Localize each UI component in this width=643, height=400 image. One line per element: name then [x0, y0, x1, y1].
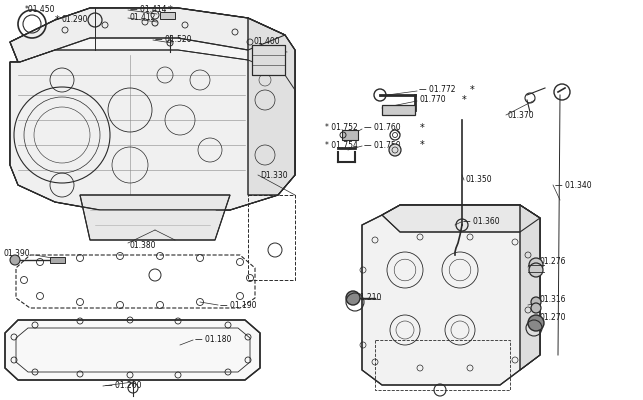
Text: * 01.754: * 01.754 [325, 140, 358, 150]
Text: — 01.760: — 01.760 [364, 124, 401, 132]
Text: D1.330: D1.330 [260, 170, 287, 180]
Text: — 01.340: — 01.340 [555, 180, 592, 190]
Text: — 01.772: — 01.772 [419, 86, 455, 94]
Text: 01.390: 01.390 [3, 248, 30, 258]
Text: 01.370: 01.370 [508, 110, 534, 120]
Polygon shape [252, 45, 285, 75]
Text: — 01.414: — 01.414 [130, 6, 167, 14]
Text: 01.290: 01.290 [62, 16, 89, 24]
Polygon shape [342, 130, 358, 140]
Polygon shape [382, 205, 540, 232]
Polygon shape [80, 195, 230, 240]
Circle shape [531, 297, 541, 307]
Text: 01.316: 01.316 [540, 296, 566, 304]
Polygon shape [382, 105, 415, 115]
Polygon shape [362, 205, 540, 385]
Text: — 01.180: — 01.180 [195, 336, 231, 344]
Polygon shape [5, 320, 260, 380]
Text: 01.770: 01.770 [419, 96, 446, 104]
Text: *01.450: *01.450 [25, 6, 55, 14]
Polygon shape [50, 257, 65, 263]
Text: *: * [462, 95, 467, 105]
Polygon shape [248, 18, 295, 195]
Text: — 01.360: — 01.360 [463, 218, 500, 226]
Circle shape [10, 255, 20, 265]
Circle shape [346, 291, 360, 305]
Circle shape [389, 144, 401, 156]
Text: *: * [168, 5, 173, 15]
Text: — 01.520: — 01.520 [155, 36, 192, 44]
Text: 01.270: 01.270 [540, 314, 566, 322]
Polygon shape [160, 12, 175, 19]
Text: 01.350: 01.350 [466, 176, 493, 184]
Text: * 01.752: * 01.752 [325, 124, 358, 132]
Text: *: * [420, 123, 425, 133]
Text: 01.404: 01.404 [254, 54, 280, 62]
Text: 01.400: 01.400 [254, 38, 280, 46]
Polygon shape [10, 8, 285, 62]
Text: 01.410: 01.410 [254, 46, 280, 54]
Circle shape [531, 303, 541, 313]
Polygon shape [520, 205, 540, 370]
Text: — 01.200: — 01.200 [105, 382, 141, 390]
Polygon shape [10, 8, 295, 210]
Text: *: * [168, 13, 173, 23]
Text: 01.412: 01.412 [130, 14, 156, 22]
Text: *: * [470, 85, 475, 95]
Circle shape [529, 258, 543, 272]
Text: 01.276: 01.276 [540, 258, 566, 266]
Text: 01.380: 01.380 [130, 240, 156, 250]
Text: *: * [420, 140, 425, 150]
Text: — 01.190: — 01.190 [220, 300, 257, 310]
Text: 01.210: 01.210 [355, 292, 381, 302]
Text: — 01.750: — 01.750 [364, 140, 401, 150]
Circle shape [529, 263, 543, 277]
Polygon shape [10, 50, 295, 210]
Circle shape [528, 315, 544, 331]
Text: *: * [55, 15, 60, 25]
